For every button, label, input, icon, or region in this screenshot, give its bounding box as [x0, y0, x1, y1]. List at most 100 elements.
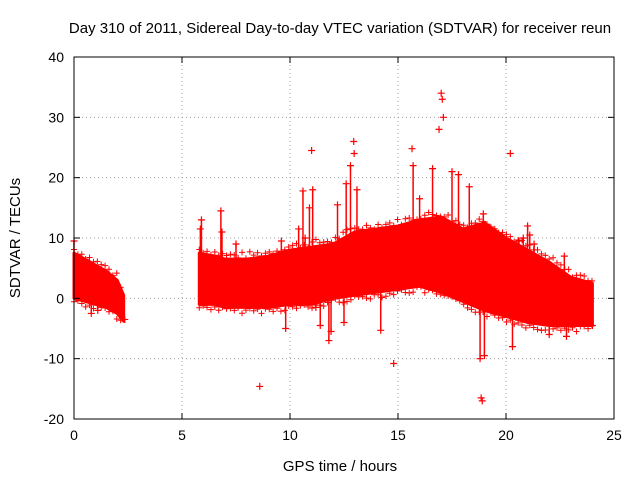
data-point — [569, 324, 576, 331]
data-point — [340, 229, 347, 236]
data-point — [441, 213, 448, 220]
data-point — [117, 284, 124, 291]
data-point — [211, 303, 218, 310]
data-point — [480, 352, 488, 360]
data-point — [526, 322, 533, 329]
data-point — [506, 150, 514, 158]
data-point — [121, 315, 129, 323]
data-point — [301, 234, 309, 242]
data-point — [246, 248, 253, 255]
x-tick-label: 0 — [70, 427, 78, 443]
data-point — [408, 145, 416, 153]
data-point — [425, 286, 432, 293]
data-point — [375, 221, 382, 228]
data-point — [441, 292, 448, 299]
data-point — [320, 303, 327, 310]
data-point — [477, 394, 485, 402]
data-point — [379, 224, 386, 231]
data-point — [476, 355, 484, 363]
data-point — [250, 307, 257, 314]
data-point — [382, 293, 389, 300]
data-point — [289, 242, 296, 249]
data-point — [487, 223, 494, 230]
data-point — [215, 307, 222, 314]
data-point — [353, 186, 361, 194]
data-point — [429, 287, 436, 294]
data-point — [556, 270, 564, 278]
data-point — [586, 282, 594, 290]
data-point — [476, 216, 483, 223]
data-point — [377, 326, 385, 334]
data-point — [346, 162, 354, 170]
data-point — [515, 319, 522, 326]
data-point — [327, 328, 335, 336]
data-point — [454, 171, 462, 179]
data-point — [98, 304, 105, 311]
data-point — [503, 319, 510, 326]
data-point — [309, 305, 316, 312]
data-point — [359, 226, 366, 233]
data-point — [217, 207, 225, 215]
data-point — [270, 250, 277, 257]
data-point — [394, 287, 401, 294]
data-point — [74, 297, 81, 304]
data-point — [503, 231, 510, 238]
y-tick-label: -10 — [44, 351, 64, 367]
data-point — [308, 147, 316, 155]
data-point — [421, 212, 428, 219]
data-point — [242, 307, 249, 314]
data-point — [545, 331, 553, 339]
data-point — [196, 304, 203, 311]
data-point — [274, 248, 281, 255]
data-point — [285, 244, 292, 251]
data-point — [113, 270, 120, 277]
data-point — [340, 318, 348, 326]
data-point — [464, 304, 471, 311]
data-point — [588, 277, 595, 284]
data-point — [277, 308, 284, 315]
data-point — [456, 297, 463, 304]
x-axis-label: GPS time / hours — [283, 458, 397, 475]
data-point — [109, 272, 116, 279]
data-point — [299, 187, 307, 195]
data-point — [316, 321, 324, 329]
data-point — [207, 306, 214, 313]
y-axis-label: SDTVAR / TECUs — [7, 178, 24, 298]
data-point — [472, 220, 479, 227]
data-point — [196, 225, 204, 233]
data-point — [297, 302, 304, 309]
data-point — [98, 261, 105, 268]
y-tick-label: 10 — [48, 230, 64, 246]
axis-ticks — [73, 56, 615, 420]
data-point — [227, 305, 234, 312]
data-point — [468, 306, 475, 313]
data-point — [515, 237, 523, 245]
data-point — [351, 292, 358, 299]
data-point — [312, 303, 320, 311]
data-point — [410, 289, 417, 296]
data-point — [295, 225, 303, 233]
data-point — [452, 295, 459, 302]
data-point — [242, 255, 249, 262]
data-point — [565, 266, 572, 273]
data-point — [344, 298, 351, 305]
data-point — [78, 251, 85, 258]
data-point — [266, 306, 273, 313]
data-point — [406, 215, 413, 222]
data-point — [409, 162, 417, 170]
data-point — [386, 290, 393, 297]
data-point — [350, 150, 358, 158]
data-point — [359, 293, 366, 300]
data-point — [344, 226, 351, 233]
data-point — [316, 239, 323, 246]
data-point — [94, 258, 101, 265]
data-point — [320, 239, 327, 246]
data-point — [573, 328, 580, 335]
data-point — [332, 295, 339, 302]
data-point — [350, 137, 358, 145]
data-point — [258, 252, 265, 259]
data-point — [289, 303, 296, 310]
data-point — [274, 305, 281, 312]
data-point — [519, 234, 527, 242]
